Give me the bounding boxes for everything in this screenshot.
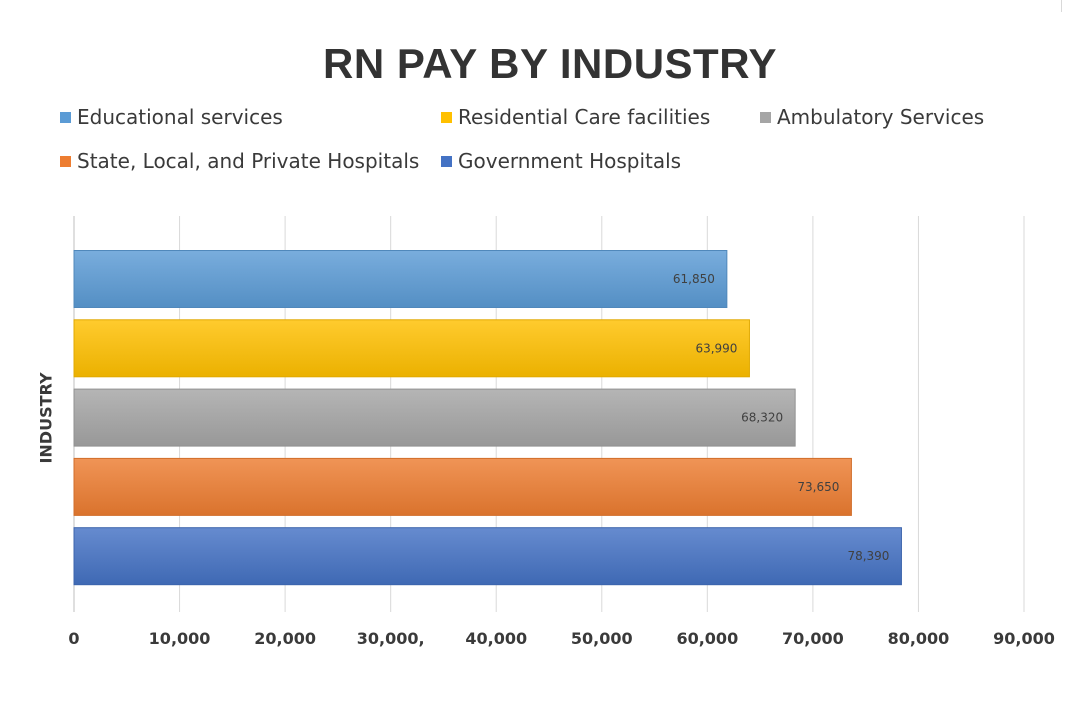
x-tick-label: 70,000 bbox=[782, 629, 844, 648]
bar bbox=[73, 527, 902, 586]
x-tick-label: 30,000, bbox=[357, 629, 425, 648]
x-tick-label: 50,000 bbox=[571, 629, 633, 648]
x-tick-label: 40,000 bbox=[465, 629, 527, 648]
legend-swatch bbox=[60, 111, 71, 123]
legend-item-residential-care: Residential Care facilities bbox=[441, 105, 710, 129]
legend-label: Residential Care facilities bbox=[458, 105, 711, 129]
legend-swatch bbox=[441, 111, 452, 123]
legend-label: Ambulatory Services bbox=[777, 105, 985, 129]
x-tick-label: 60,000 bbox=[676, 629, 738, 648]
data-label: 61,850 bbox=[673, 272, 715, 286]
legend-item-educational-services: Educational services bbox=[60, 105, 283, 129]
legend-swatch bbox=[60, 155, 71, 167]
legend-item-ambulatory-services: Ambulatory Services bbox=[760, 105, 984, 129]
x-tick-label: 10,000 bbox=[149, 629, 211, 648]
bar bbox=[73, 250, 728, 308]
bar bbox=[73, 457, 852, 516]
legend-label: Educational services bbox=[77, 105, 283, 129]
data-label: 78,390 bbox=[847, 549, 889, 563]
frame-border-line bbox=[1061, 0, 1062, 12]
bar bbox=[73, 388, 796, 447]
data-label: 68,320 bbox=[741, 411, 783, 425]
legend-label: State, Local, and Private Hospitals bbox=[77, 149, 420, 173]
x-tick-label: 80,000 bbox=[888, 629, 950, 648]
legend-item-government-hospitals: Government Hospitals bbox=[441, 149, 681, 173]
data-label: 73,650 bbox=[797, 480, 839, 494]
bar bbox=[73, 319, 750, 378]
data-label: 63,990 bbox=[695, 341, 737, 355]
y-axis-title: INDUSTRY bbox=[36, 372, 56, 464]
x-tick-label: 0 bbox=[68, 629, 79, 648]
chart-title: RN PAY BY INDUSTRY bbox=[323, 40, 777, 87]
legend-swatch bbox=[441, 155, 452, 167]
legend-swatch bbox=[760, 111, 771, 123]
legend-item-state-local-private-hospitals: State, Local, and Private Hospitals bbox=[60, 149, 419, 173]
x-tick-label: 20,000 bbox=[254, 629, 316, 648]
x-tick-label: 90,000 bbox=[993, 629, 1055, 648]
legend-label: Government Hospitals bbox=[458, 149, 682, 173]
